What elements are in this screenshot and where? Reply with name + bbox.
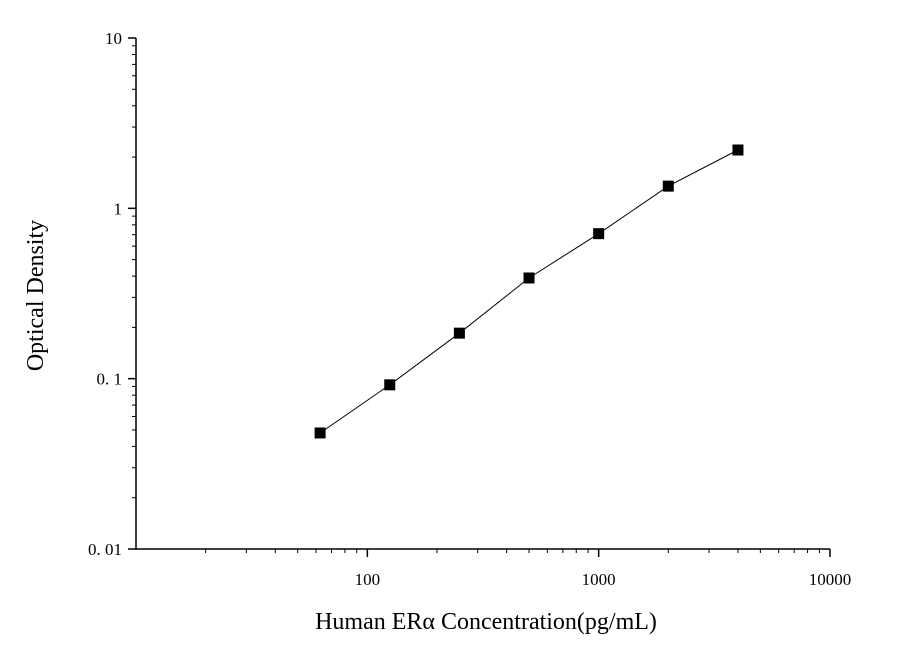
- y-axis-title: Optical Density: [23, 220, 49, 371]
- y-tick-label: 10: [105, 29, 122, 48]
- data-point: [523, 272, 535, 284]
- data-point: [662, 180, 674, 192]
- data-point: [732, 144, 744, 156]
- y-tick-label: 0. 01: [88, 540, 122, 559]
- y-tick-label: 1: [114, 199, 123, 218]
- y-ticks: 0. 01 0. 1 1 10: [88, 29, 136, 559]
- axes: [135, 38, 830, 550]
- y-tick-label: 0. 1: [97, 370, 123, 389]
- series-line: [319, 149, 739, 434]
- data-point: [453, 327, 465, 339]
- series-layer: [314, 144, 744, 439]
- data-point: [314, 427, 326, 439]
- x-tick-label: 1000: [582, 570, 616, 589]
- x-axis-title: Human ERα Concentration(pg/mL): [315, 609, 657, 635]
- data-point: [384, 379, 396, 391]
- x-tick-label: 100: [355, 570, 381, 589]
- x-tick-label: 10000: [809, 570, 852, 589]
- x-ticks: 100 1000 10000: [205, 549, 852, 589]
- data-point: [593, 228, 605, 240]
